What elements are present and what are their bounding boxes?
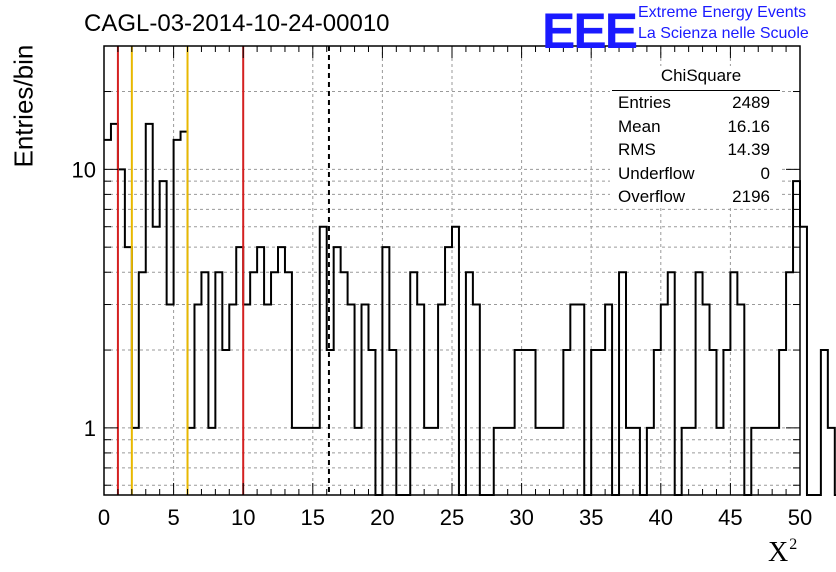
x-axis-label: X2 — [768, 536, 797, 569]
x-tick-label: 35 — [579, 505, 603, 530]
stats-label: RMS — [618, 140, 656, 159]
stats-row: RMS 14.39 — [612, 138, 780, 162]
stats-value: 2196 — [732, 187, 770, 206]
chart-title: CAGL-03-2014-10-24-00010 — [84, 10, 390, 37]
stats-row: Mean 16.16 — [612, 115, 780, 139]
stats-label: Underflow — [618, 163, 695, 183]
stats-label: Entries — [618, 93, 671, 112]
x-tick-label: 40 — [649, 505, 673, 530]
x-tick-label: 25 — [440, 505, 464, 530]
x-tick-label: 10 — [231, 505, 255, 530]
stats-row: Underflow 0 — [612, 162, 780, 186]
y-tick-label: 10 — [72, 157, 96, 182]
y-tick-label: 1 — [84, 416, 96, 441]
eee-logo: EEE — [542, 3, 638, 59]
stats-box: ChiSquare Entries 2489 Mean 16.16 RMS 14.39… — [612, 66, 780, 209]
x-axis-label-text: X — [768, 537, 789, 568]
logo-tagline-2: La Scienza nelle Scuole — [638, 25, 809, 42]
y-axis-label: Entries/bin — [8, 44, 39, 168]
stats-title: ChiSquare — [612, 66, 780, 91]
x-tick-label: 20 — [370, 505, 394, 530]
stats-value: 16.16 — [727, 116, 770, 136]
x-tick-label: 50 — [788, 505, 812, 530]
stats-value: 14.39 — [727, 140, 770, 159]
x-tick-label: 45 — [718, 505, 742, 530]
stats-box-background — [610, 66, 782, 206]
x-axis-label-superscript: 2 — [789, 536, 798, 553]
stats-label: Overflow — [618, 187, 686, 206]
logo-tagline-1: Extreme Energy Events — [638, 4, 807, 21]
stats-row: Overflow 2196 — [612, 185, 780, 209]
stats-label: Mean — [618, 116, 661, 136]
x-tick-label: 30 — [509, 505, 533, 530]
x-tick-label: 0 — [98, 505, 110, 530]
x-tick-label: 15 — [301, 505, 325, 530]
stats-value: 2489 — [732, 93, 770, 112]
histogram-line — [104, 122, 836, 496]
stats-value: 0 — [760, 163, 770, 183]
stats-row: Entries 2489 — [612, 91, 780, 115]
x-tick-label: 5 — [167, 505, 179, 530]
